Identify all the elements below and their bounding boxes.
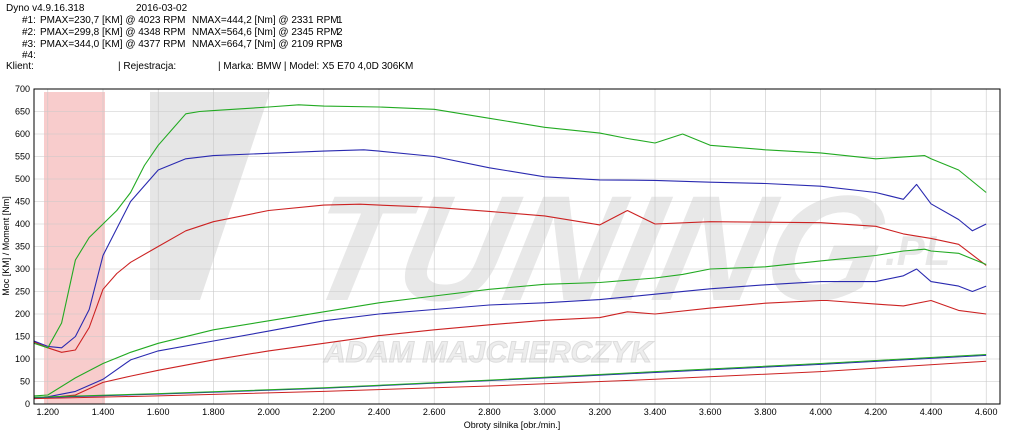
y-tick-label: 250 xyxy=(15,287,30,297)
x-tick-label: 3.200 xyxy=(589,407,612,417)
y-tick-label: 200 xyxy=(15,309,30,319)
watermark-brand: TUNING xyxy=(292,166,902,333)
test-date: 2016-03-02 xyxy=(136,3,188,14)
x-tick-label: 3.400 xyxy=(644,407,667,417)
watermark-suffix: .PL xyxy=(885,227,950,274)
x-tick-label: 3.800 xyxy=(754,407,777,417)
run-1-pmax: PMAX=230,7 [KM] @ 4023 RPM xyxy=(40,15,186,26)
run-2-power-line xyxy=(34,268,987,399)
y-tick-label: 650 xyxy=(15,107,30,117)
y-tick-label: 100 xyxy=(15,354,30,364)
x-axis-label: Obroty silnika [obr./min.] xyxy=(464,420,561,430)
x-tick-label: 2.600 xyxy=(423,407,446,417)
x-axis: 1.200 1.400 1.600 1.800 2.000 2.200 2.400 2.600… xyxy=(37,407,998,417)
x-tick-label: 2.800 xyxy=(478,407,501,417)
app-version: Dyno v4.9.16.318 xyxy=(6,3,85,14)
run-1-number: 1 xyxy=(337,15,343,26)
y-tick-label: 300 xyxy=(15,264,30,274)
run-2-id: #2: xyxy=(22,27,36,38)
x-tick-label: 3.000 xyxy=(533,407,556,417)
x-tick-label: 4.400 xyxy=(920,407,943,417)
y-tick-label: 600 xyxy=(15,129,30,139)
run-1-nmax: NMAX=444,2 [Nm] @ 2331 RPM xyxy=(192,15,339,26)
chart-grid xyxy=(34,88,1000,405)
plot-frame xyxy=(33,88,1001,405)
y-tick-label: 350 xyxy=(15,242,30,252)
y-tick-label: 150 xyxy=(15,332,30,342)
x-tick-label: 2.400 xyxy=(368,407,391,417)
x-tick-label: 4.000 xyxy=(809,407,832,417)
vehicle-info: | Marka: BMW | Model: X5 E70 4,0D 306KM xyxy=(218,61,414,72)
run-3-pmax: PMAX=344,0 [KM] @ 4377 RPM xyxy=(40,39,186,50)
watermark-v-shape xyxy=(150,92,270,300)
x-tick-label: 3.600 xyxy=(699,407,722,417)
x-tick-label: 1.600 xyxy=(147,407,170,417)
watermark-name: ADAM MAJCHERCZYK xyxy=(323,336,655,369)
run-1-torque-line xyxy=(34,203,987,353)
x-tick-label: 4.200 xyxy=(865,407,888,417)
x-tick-label: 1.200 xyxy=(37,407,60,417)
x-tick-label: 2.200 xyxy=(313,407,336,417)
chart-curves xyxy=(34,104,987,400)
tuning-watermark: TUNING .PL ADAM MAJCHERCZYK xyxy=(44,92,950,404)
client-label: Klient: xyxy=(6,61,34,72)
run-3-losses-line xyxy=(34,354,987,398)
run-1-id: #1: xyxy=(22,15,36,26)
y-axis: 0 50 100 150 200 250 300 350 400 450 500 550 600 650 7… xyxy=(15,84,30,409)
x-tick-label: 2.000 xyxy=(257,407,280,417)
run-2-number: 2 xyxy=(337,27,343,38)
run-4-id: #4: xyxy=(22,50,36,61)
y-tick-label: 450 xyxy=(15,197,30,207)
run-3-power-line xyxy=(34,248,987,397)
watermark-accent-shape xyxy=(44,92,105,404)
run-3-nmax: NMAX=664,7 [Nm] @ 2109 RPM xyxy=(192,39,339,50)
run-1-power-line xyxy=(34,299,987,400)
run-3-torque-line xyxy=(34,104,987,349)
run-3-number: 3 xyxy=(337,39,343,50)
run-1-losses-line xyxy=(34,360,987,400)
run-2-pmax: PMAX=299,8 [KM] @ 4348 RPM xyxy=(40,27,186,38)
y-tick-label: 50 xyxy=(20,377,30,387)
run-3-id: #3: xyxy=(22,39,36,50)
x-tick-label: 4.600 xyxy=(975,407,998,417)
y-tick-label: 400 xyxy=(15,219,30,229)
y-tick-label: 500 xyxy=(15,174,30,184)
run-2-nmax: NMAX=564,6 [Nm] @ 2345 RPM xyxy=(192,27,339,38)
y-tick-label: 700 xyxy=(15,84,30,94)
y-tick-label: 550 xyxy=(15,152,30,162)
y-axis-label: Moc [KM] / Moment [Nm] xyxy=(1,196,11,296)
registration-label: | Rejestracja: xyxy=(118,61,177,72)
y-tick-label: 0 xyxy=(25,399,30,409)
x-tick-label: 1.400 xyxy=(92,407,115,417)
run-2-torque-line xyxy=(34,149,987,349)
x-tick-label: 1.800 xyxy=(202,407,225,417)
